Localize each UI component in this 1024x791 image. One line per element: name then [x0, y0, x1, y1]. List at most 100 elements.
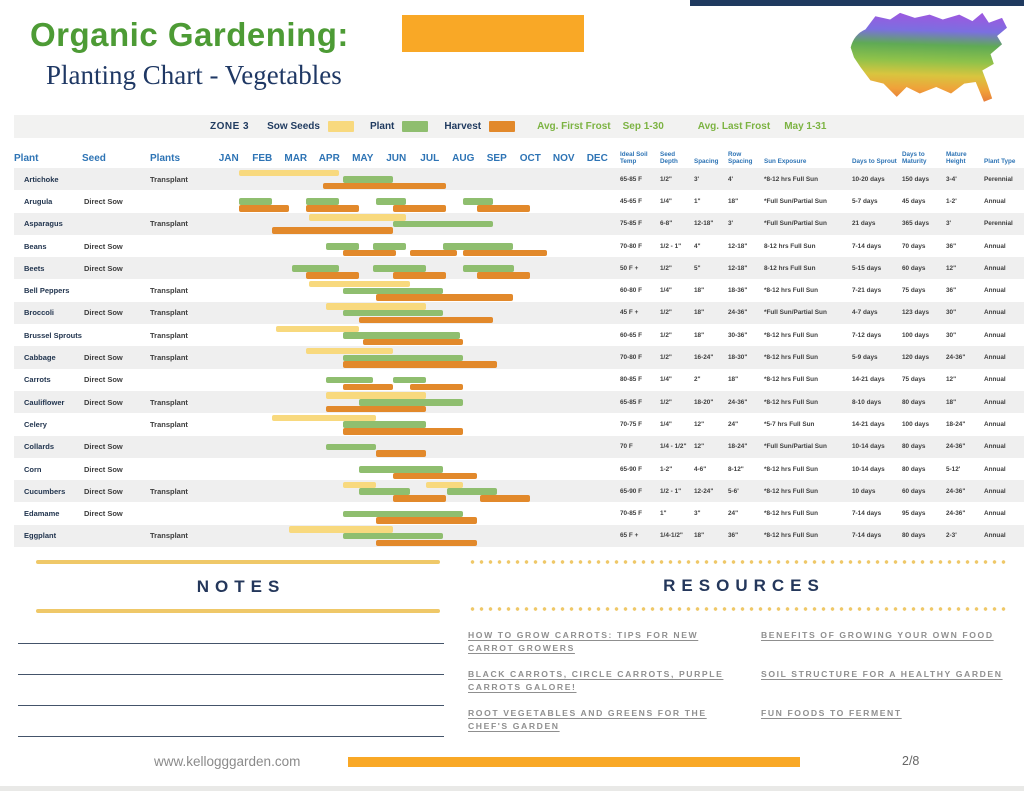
detail-cells: 65-85 F 1/2" 18-20" 24-36" *8-12 hrs Full Su… — [618, 399, 1024, 406]
detail-cell: 2-3' — [946, 532, 957, 540]
detail-column-header: Seed Depth — [660, 151, 678, 165]
seed-method: Direct Sow — [84, 308, 123, 318]
detail-cell: 7-14 days — [852, 532, 882, 540]
harvest-bar — [342, 383, 393, 391]
plant-bar — [342, 510, 464, 518]
plants-method: Transplant — [150, 174, 188, 184]
harvest-swatch — [489, 121, 516, 132]
detail-column-header: Row Spacing — [728, 151, 753, 165]
detail-cell: 7-21 days — [852, 287, 882, 295]
plant-name: Corn — [24, 464, 42, 474]
plant-name: Eggplant — [24, 531, 57, 541]
detail-cell: 3" — [694, 510, 701, 518]
harvest-bar — [342, 249, 397, 257]
table-header: Plant Seed Plants JAN FEB MAR APR MAY JUN JUL A… — [14, 138, 1024, 168]
detail-cell: 18-36" — [728, 287, 748, 295]
plant-bar — [359, 488, 410, 495]
plant-name: Broccoli — [24, 308, 55, 318]
resource-link[interactable]: BENEFITS OF GROWING YOUR OWN FOOD — [761, 630, 994, 640]
month-bars — [212, 413, 614, 435]
harvest-bar — [362, 338, 464, 346]
detail-cell: 7-14 days — [852, 242, 882, 250]
footer-website-link[interactable]: www.kellogggarden.com — [154, 754, 301, 769]
detail-cell: 30-36" — [728, 331, 748, 339]
plant-bar — [392, 376, 427, 384]
harvest-bar — [305, 272, 360, 279]
detail-cell: 10-14 days — [852, 465, 885, 473]
detail-cell: Perennial — [984, 220, 1013, 228]
detail-cell: 2" — [694, 376, 701, 384]
resource-link[interactable]: ROOT VEGETABLES AND GREENS FOR THE CHEF'… — [468, 708, 707, 731]
resource-link[interactable]: HOW TO GROW CARROTS: TIPS FOR NEW CARROT… — [468, 630, 699, 653]
detail-cell: 65-85 F — [620, 398, 643, 406]
seed-method: Direct Sow — [84, 196, 123, 206]
col-header-seed: Seed — [82, 153, 106, 164]
detail-cell: 1/4" — [660, 287, 672, 295]
plant-bar — [325, 376, 373, 384]
detail-cell: 100 days — [902, 420, 930, 428]
month-header: OCT — [519, 153, 541, 164]
table-row: Asparagus Transplant 75-85 F 6-8" 12-18" 3' *F… — [14, 212, 1024, 235]
harvest-bar — [476, 272, 531, 279]
detail-cell: *8-12 hrs Full Sun — [764, 354, 818, 362]
detail-cell: 1/2" — [660, 309, 672, 317]
detail-cell: 3' — [946, 220, 952, 228]
plants-method: Transplant — [150, 219, 188, 229]
detail-cell: 80 days — [902, 532, 926, 540]
resource-link[interactable]: BLACK CARROTS, CIRCLE CARROTS, PURPLE CA… — [468, 669, 724, 692]
detail-cell: 12-24" — [694, 487, 714, 495]
seed-method: Direct Sow — [84, 263, 123, 273]
seed-method: Direct Sow — [84, 464, 123, 474]
detail-cell: Annual — [984, 197, 1006, 205]
plants-method: Transplant — [150, 330, 188, 340]
harvest-bar — [479, 495, 531, 502]
harvest-bar — [392, 272, 447, 279]
table-row: Arugula Direct Sow 45-65 F 1/4" 1" 18" *Full S… — [14, 190, 1024, 212]
chart-legend: ZONE 3 Sow Seeds Plant Harvest Avg. Firs… — [14, 115, 1024, 138]
plant-name: Arugula — [24, 196, 53, 206]
detail-cell: 1/2" — [660, 354, 672, 362]
detail-cell: 123 days — [902, 309, 930, 317]
detail-cell: 1/2 - 1" — [660, 242, 682, 250]
planting-table-body: Artichoke Transplant 65-85 F 1/2" 3' 4' *8-12 … — [14, 168, 1024, 548]
sow-bar — [238, 169, 340, 176]
detail-cell: 18" — [694, 309, 705, 317]
detail-cell: 10-20 days — [852, 175, 885, 183]
page-bottom-edge — [0, 786, 1024, 791]
detail-cell: 24-36" — [946, 354, 966, 362]
sow-bar — [272, 414, 377, 422]
detail-cell: 12" — [694, 443, 705, 451]
page-title: Organic Gardening: — [30, 16, 349, 53]
plants-method: Transplant — [150, 486, 188, 496]
detail-cell: 30" — [946, 309, 957, 317]
detail-column-header: Sun Exposure — [764, 158, 807, 165]
table-row: Carrots Direct Sow 80-85 F 1/4" 2" 18" *8-12 h… — [14, 369, 1024, 391]
resource-links: HOW TO GROW CARROTS: TIPS FOR NEW CARROT… — [468, 629, 1014, 733]
detail-cell: 18" — [728, 376, 739, 384]
month-header: MAR — [284, 153, 308, 164]
harvest-bar — [305, 205, 360, 212]
detail-cells: 60-80 F 1/4" 18" 18-36" *8-12 hrs Full Sun 7-… — [618, 287, 1024, 294]
harvest-bar — [322, 182, 447, 190]
resource-link[interactable]: SOIL STRUCTURE FOR A HEALTHY GARDEN — [761, 669, 1003, 679]
month-header: NOV — [552, 153, 575, 164]
plant-name: Beets — [24, 263, 45, 273]
detail-cell: 65 F + — [620, 532, 639, 540]
detail-column-header: Plant Type — [984, 158, 1016, 165]
detail-cell: 1/2" — [660, 331, 672, 339]
page-subtitle: Planting Chart - Vegetables — [46, 60, 342, 90]
detail-cell: 18-24" — [728, 443, 748, 451]
detail-cell: Annual — [984, 443, 1006, 451]
plant-bar — [325, 443, 377, 451]
detail-cell: 10 days — [852, 487, 876, 495]
plant-bar — [392, 220, 494, 228]
plant-bar — [342, 532, 444, 540]
detail-cell: 75-85 F — [620, 220, 643, 228]
detail-cell: 80 days — [902, 465, 926, 473]
detail-cell: Annual — [984, 354, 1006, 362]
detail-cell: Annual — [984, 398, 1006, 406]
detail-cell: 12-18" — [728, 264, 748, 272]
resource-link[interactable]: FUN FOODS TO FERMENT — [761, 708, 902, 718]
seed-method: Direct Sow — [84, 442, 123, 452]
detail-cell: Annual — [984, 510, 1006, 518]
